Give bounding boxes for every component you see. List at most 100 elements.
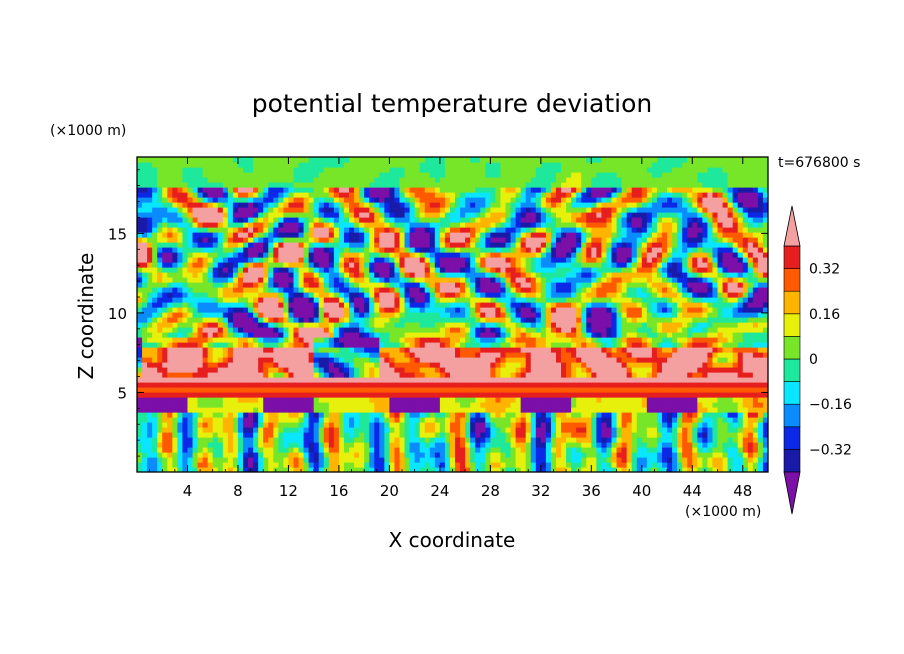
field-cell [500, 462, 507, 468]
field-cell [217, 277, 224, 283]
field-cell [424, 367, 431, 373]
field-cell [460, 367, 466, 373]
field-cell [490, 307, 497, 313]
field-cell [606, 412, 613, 418]
field-cell [217, 392, 224, 398]
field-cell [444, 372, 451, 378]
field-cell [202, 337, 209, 343]
field-cell [414, 317, 421, 323]
field-cell [343, 387, 350, 393]
field-cell [359, 322, 365, 328]
field-cell [157, 412, 163, 418]
field-cell [263, 367, 269, 373]
field-cell [591, 297, 597, 303]
field-cell [354, 312, 360, 318]
field-cell [702, 407, 709, 413]
field-cell [712, 342, 719, 348]
field-cell [409, 342, 416, 348]
field-cell [399, 422, 406, 428]
field-cell [601, 287, 608, 293]
field-cell [212, 297, 219, 303]
field-cell [656, 402, 663, 408]
field-cell [328, 417, 335, 423]
field-cell [752, 437, 759, 443]
field-cell [147, 297, 153, 303]
field-cell [167, 442, 173, 448]
field-cell [217, 467, 224, 472]
field-cell [540, 277, 547, 283]
field-cell [394, 432, 401, 438]
field-cell [611, 307, 618, 313]
field-cell [520, 282, 527, 288]
field-cell [732, 322, 739, 328]
field-cell [439, 437, 446, 443]
field-cell [152, 372, 158, 378]
field-cell [555, 322, 562, 328]
field-cell [142, 282, 148, 288]
field-cell [248, 312, 254, 318]
field-cell [500, 327, 507, 333]
field-cell [389, 407, 396, 413]
field-cell [379, 337, 385, 343]
field-cell [237, 337, 244, 343]
field-cell [303, 342, 310, 348]
field-cell [237, 442, 244, 448]
field-cell [651, 372, 658, 378]
field-cell [414, 347, 421, 353]
field-cell [212, 277, 219, 283]
field-cell [288, 407, 295, 413]
field-cell [222, 312, 229, 318]
field-cell [707, 392, 714, 398]
field-cell [217, 302, 224, 308]
field-cell [540, 447, 547, 453]
field-cell [520, 377, 527, 383]
field-cell [243, 372, 249, 378]
field-cell [308, 332, 315, 338]
field-cell [495, 397, 502, 403]
field-cell [227, 292, 234, 298]
field-cell [364, 277, 370, 283]
field-cell [212, 402, 219, 408]
field-cell [142, 437, 148, 443]
field-cell [611, 422, 618, 428]
field-cell [540, 347, 547, 353]
field-cell [742, 387, 749, 393]
field-cell [470, 347, 476, 353]
field-cell [237, 312, 244, 318]
field-cell [248, 427, 254, 433]
field-cell [253, 437, 259, 443]
field-cell [515, 407, 522, 413]
field-cell [273, 442, 279, 448]
field-cell [727, 347, 734, 353]
field-cell [253, 392, 259, 398]
field-cell [636, 382, 643, 388]
field-cell [707, 307, 714, 313]
field-cell [566, 297, 572, 303]
field-cell [702, 442, 709, 448]
field-cell [672, 462, 678, 468]
field-cell [359, 382, 365, 388]
field-cell [187, 357, 194, 363]
field-cell [530, 332, 537, 338]
field-cell [520, 417, 527, 423]
field-cell [419, 412, 426, 418]
field-cell [429, 462, 436, 468]
field-cell [631, 277, 638, 283]
field-cell [288, 382, 295, 388]
field-cell [243, 317, 249, 323]
field-cell [217, 352, 224, 358]
field-cell [167, 317, 173, 323]
field-cell [692, 412, 698, 418]
field-cell [656, 397, 663, 403]
field-cell [566, 322, 572, 328]
field-cell [152, 382, 158, 388]
field-cell [616, 347, 623, 353]
field-cell [157, 337, 163, 343]
field-cell [162, 302, 168, 308]
field-cell [354, 412, 360, 418]
field-cell [525, 387, 532, 393]
field-cell [505, 362, 512, 368]
field-cell [530, 377, 537, 383]
field-cell [444, 272, 451, 278]
field-cell [540, 362, 547, 368]
